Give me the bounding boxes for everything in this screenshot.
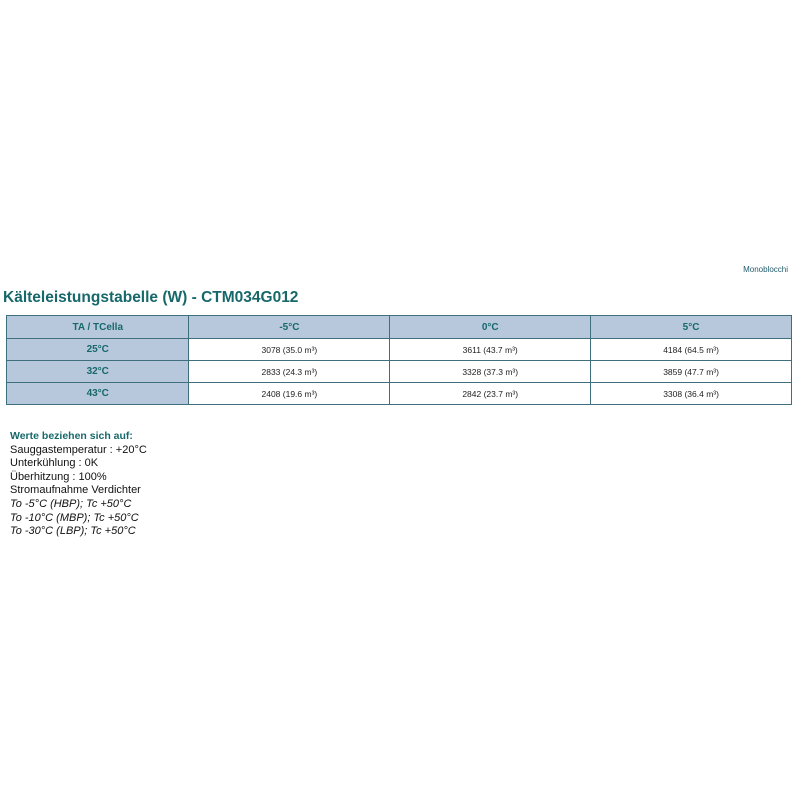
notes-heading: Werte beziehen sich auf: — [10, 430, 133, 442]
page-title: Kälteleistungstabelle (W) - CTM034G012 — [3, 289, 299, 306]
note-line: To -10°C (MBP); Tc +50°C — [10, 511, 139, 524]
corner-header: TA / TCella — [5, 315, 190, 339]
note-line: Überhitzung : 100% — [10, 470, 107, 483]
table-cell: 3308 (36.4 m³) — [590, 382, 792, 405]
table-cell: 3859 (47.7 m³) — [590, 360, 792, 383]
notes-section: Werte beziehen sich auf: Sauggastemperat… — [10, 430, 147, 539]
column-header: -5°C — [188, 315, 391, 339]
table-row: 43°C 2408 (19.6 m³) 2842 (23.7 m³) 3308 … — [5, 382, 792, 405]
column-header: 5°C — [590, 315, 792, 339]
table-header-row: TA / TCella -5°C 0°C 5°C — [5, 315, 792, 339]
note-line: To -5°C (HBP); Tc +50°C — [10, 497, 132, 510]
note-line: Stromaufnahme Verdichter — [10, 484, 141, 497]
note-line: Unterkühlung : 0K — [10, 457, 99, 470]
row-header: 43°C — [5, 382, 190, 405]
row-header: 25°C — [5, 338, 190, 361]
table-cell: 2408 (19.6 m³) — [188, 382, 391, 405]
table-cell: 4184 (64.5 m³) — [590, 338, 792, 361]
table-cell: 2833 (24.3 m³) — [188, 360, 391, 383]
row-header: 32°C — [5, 360, 190, 383]
column-header: 0°C — [389, 315, 592, 339]
table-cell: 3328 (37.3 m³) — [389, 360, 592, 383]
table-cell: 3611 (43.7 m³) — [389, 338, 592, 361]
note-line: To -30°C (LBP); Tc +50°C — [10, 525, 136, 538]
table-row: 32°C 2833 (24.3 m³) 3328 (37.3 m³) 3859 … — [5, 360, 792, 383]
capacity-table: TA / TCella -5°C 0°C 5°C 25°C 3078 (35.0… — [5, 315, 792, 405]
table-cell: 2842 (23.7 m³) — [389, 382, 592, 405]
table-row: 25°C 3078 (35.0 m³) 3611 (43.7 m³) 4184 … — [5, 338, 792, 361]
note-line: Sauggastemperatur : +20°C — [10, 443, 147, 456]
table-cell: 3078 (35.0 m³) — [188, 338, 391, 361]
brand-label: Monoblocchi — [743, 265, 788, 274]
